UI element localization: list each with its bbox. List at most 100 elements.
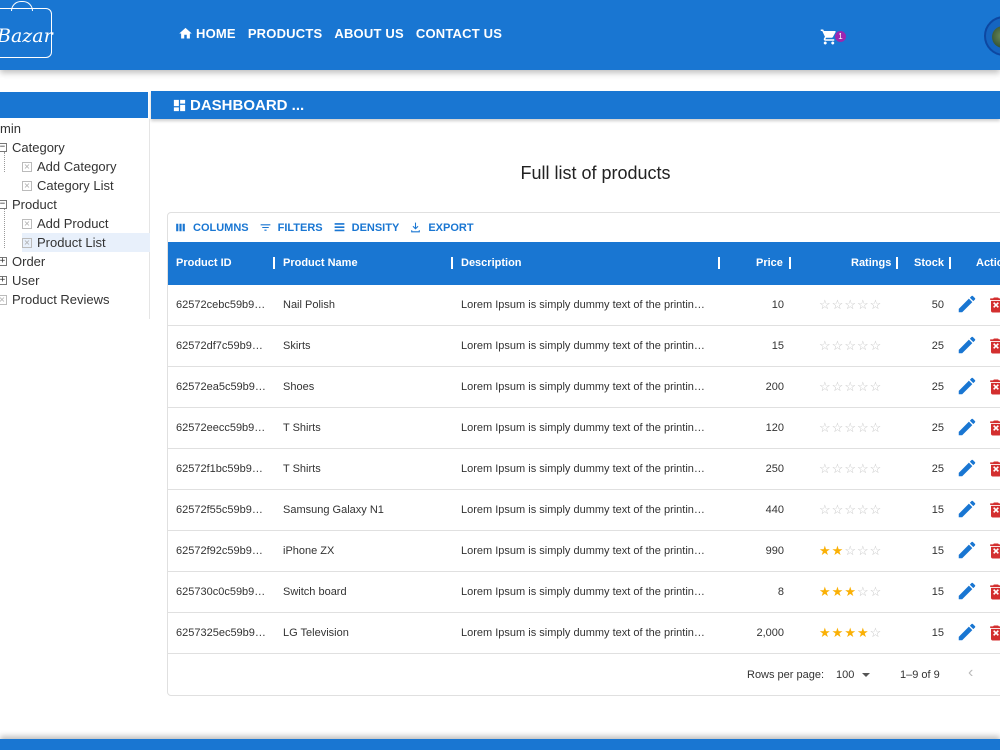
- delete-icon: [986, 543, 1000, 565]
- table-row[interactable]: 625730c0c59b9… Switch board Lorem Ipsum is…: [168, 572, 1000, 613]
- sidebar-item-add-category[interactable]: × Add Category: [22, 157, 117, 176]
- star-empty-icon: ☆: [869, 502, 882, 517]
- delete-button[interactable]: [986, 458, 1000, 480]
- columns-button[interactable]: COLUMNS: [174, 221, 249, 234]
- sidebar-item-user[interactable]: + User: [0, 271, 39, 290]
- column-header-price[interactable]: Price: [756, 257, 783, 269]
- delete-icon: [986, 297, 1000, 319]
- star-empty-icon: ☆: [831, 502, 844, 517]
- delete-button[interactable]: [986, 540, 1000, 562]
- collapse-icon[interactable]: −: [0, 199, 7, 209]
- table-row[interactable]: 62572f55c59b9… Samsung Galaxy N1 Lorem Ips…: [168, 490, 1000, 531]
- delete-button[interactable]: [986, 622, 1000, 644]
- user-avatar[interactable]: [984, 16, 1000, 56]
- star-empty-icon: ☆: [869, 543, 882, 558]
- sidebar-item-category-list[interactable]: × Category List: [22, 176, 114, 195]
- dashboard-title[interactable]: DASHBOARD ...: [172, 97, 304, 114]
- column-header-stock[interactable]: Stock: [914, 257, 944, 269]
- star-filled-icon: ★: [856, 625, 869, 640]
- column-separator[interactable]: [789, 257, 791, 269]
- column-separator[interactable]: [273, 257, 275, 269]
- table-row[interactable]: 62572eecc59b9… T Shirts Lorem Ipsum is sim…: [168, 408, 1000, 449]
- column-header-description[interactable]: Description: [461, 257, 522, 269]
- previous-page-icon[interactable]: ‹: [968, 664, 974, 681]
- column-header-product-name[interactable]: Product Name: [283, 257, 358, 269]
- cell-stock: 25: [931, 422, 944, 434]
- density-button[interactable]: DENSITY: [333, 221, 399, 234]
- nav-contact-us[interactable]: CONTACT US: [416, 26, 502, 41]
- sidebar-item-label: Order: [12, 254, 46, 269]
- edit-button[interactable]: [956, 375, 978, 397]
- column-separator[interactable]: [949, 257, 951, 269]
- edit-button[interactable]: [956, 621, 978, 643]
- sidebar-item-label: Product Reviews: [12, 292, 110, 307]
- nav-products-label: PRODUCTS: [247, 26, 323, 41]
- star-empty-icon: ☆: [869, 297, 882, 312]
- export-button[interactable]: EXPORT: [409, 221, 474, 234]
- cell-product-id: 62572f55c59b9…: [176, 504, 263, 516]
- cell-stock: 25: [931, 340, 944, 352]
- sidebar-item-order[interactable]: + Order: [0, 252, 45, 271]
- column-separator[interactable]: [718, 257, 720, 269]
- sidebar-item-label: Product List: [37, 235, 106, 250]
- column-separator[interactable]: [896, 257, 898, 269]
- sidebar-item-category[interactable]: − Category: [0, 138, 65, 157]
- sidebar-root[interactable]: min: [0, 119, 21, 138]
- delete-button[interactable]: [986, 294, 1000, 316]
- rating-stars: ★ ★ ☆ ☆ ☆: [819, 544, 881, 557]
- delete-button[interactable]: [986, 581, 1000, 603]
- sidebar-item-product-list[interactable]: × Product List: [22, 233, 150, 252]
- table-row[interactable]: 6257325ec59b9… LG Television Lorem Ipsum i…: [168, 613, 1000, 654]
- filters-button[interactable]: FILTERS: [259, 221, 323, 234]
- delete-button[interactable]: [986, 499, 1000, 521]
- edit-button[interactable]: [956, 580, 978, 602]
- cell-stock: 50: [931, 299, 944, 311]
- star-empty-icon: ☆: [869, 584, 882, 599]
- edit-icon: [956, 418, 978, 441]
- cell-product-id: 62572f92c59b9…: [176, 545, 263, 557]
- star-empty-icon: ☆: [819, 297, 831, 312]
- delete-icon: [986, 625, 1000, 647]
- home-icon: [179, 27, 192, 39]
- star-filled-icon: ★: [819, 543, 831, 558]
- table-row[interactable]: 62572ea5c59b9… Shoes Lorem Ipsum is simply…: [168, 367, 1000, 408]
- edit-icon: [956, 582, 978, 605]
- star-empty-icon: ☆: [819, 461, 831, 476]
- cell-product-id: 6257325ec59b9…: [176, 627, 266, 639]
- logo[interactable]: Bazar: [0, 1, 53, 58]
- delete-button[interactable]: [986, 335, 1000, 357]
- column-header-actions[interactable]: Actio: [976, 257, 1000, 269]
- delete-button[interactable]: [986, 417, 1000, 439]
- sidebar-item-add-product[interactable]: × Add Product: [22, 214, 109, 233]
- edit-button[interactable]: [956, 334, 978, 356]
- nav-products[interactable]: PRODUCTS: [248, 26, 323, 41]
- collapse-icon[interactable]: −: [0, 142, 7, 152]
- delete-icon: [986, 379, 1000, 401]
- cell-description: Lorem Ipsum is simply dummy text of the …: [461, 422, 705, 434]
- edit-button[interactable]: [956, 457, 978, 479]
- expand-icon[interactable]: +: [0, 256, 7, 266]
- sidebar-item-product-reviews[interactable]: × Product Reviews: [0, 290, 110, 309]
- edit-button[interactable]: [956, 498, 978, 520]
- cart-button[interactable]: 1: [820, 28, 846, 46]
- rows-per-page-select[interactable]: 100: [836, 669, 871, 681]
- nav-about-us[interactable]: ABOUT US: [334, 26, 404, 41]
- nav-home[interactable]: HOME: [178, 26, 236, 41]
- table-row[interactable]: 62572df7c59b9… Skirts Lorem Ipsum is simpl…: [168, 326, 1000, 367]
- edit-button[interactable]: [956, 293, 978, 315]
- column-header-ratings[interactable]: Ratings: [851, 257, 892, 269]
- edit-button[interactable]: [956, 416, 978, 438]
- delete-button[interactable]: [986, 376, 1000, 398]
- expand-icon[interactable]: +: [0, 275, 7, 285]
- column-header-product-id[interactable]: Product ID: [176, 257, 232, 269]
- table-row[interactable]: 62572f1bc59b9… T Shirts Lorem Ipsum is sim…: [168, 449, 1000, 490]
- column-separator[interactable]: [451, 257, 453, 269]
- export-label: EXPORT: [428, 221, 474, 234]
- table-row[interactable]: 62572cebc59b9… Nail Polish Lorem Ipsum is …: [168, 285, 1000, 326]
- star-empty-icon: ☆: [869, 461, 882, 476]
- sidebar-item-product[interactable]: − Product: [0, 195, 57, 214]
- sidebar-item-label: Add Category: [37, 159, 117, 174]
- edit-button[interactable]: [956, 539, 978, 561]
- star-empty-icon: ☆: [856, 379, 869, 394]
- table-row[interactable]: 62572f92c59b9… iPhone ZX Lorem Ipsum is si…: [168, 531, 1000, 572]
